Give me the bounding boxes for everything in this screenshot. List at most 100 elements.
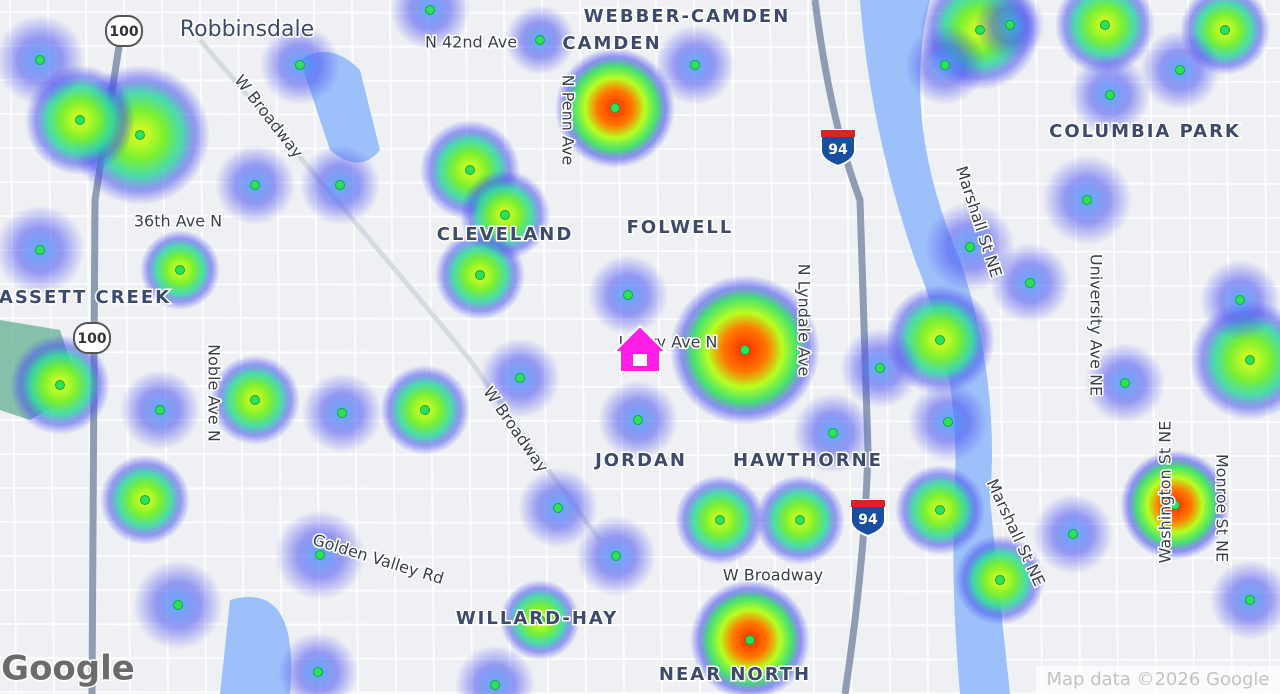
heat-point — [475, 270, 485, 280]
heat-point — [295, 60, 305, 70]
heat-point — [465, 165, 475, 175]
heat-point — [745, 635, 755, 645]
heat-point — [965, 242, 975, 252]
pond — [220, 597, 292, 694]
shield-number: 94 — [828, 142, 848, 158]
street — [237, 0, 245, 694]
heat-point — [1175, 65, 1185, 75]
heat-point — [553, 503, 563, 513]
street — [275, 0, 283, 694]
heat-point — [175, 265, 185, 275]
heat-point — [1245, 595, 1255, 605]
place-label: WILLARD-HAY — [456, 608, 618, 629]
home-window — [633, 354, 647, 366]
road-label: N Penn Ave — [559, 75, 578, 166]
road-label: University Ave NE — [1087, 254, 1106, 396]
heat-point — [425, 5, 435, 15]
place-label: HAWTHORNE — [733, 450, 883, 471]
shield-shape — [820, 129, 856, 168]
heat-point — [995, 575, 1005, 585]
heat-point — [1105, 90, 1115, 100]
heat-point — [1245, 355, 1255, 365]
place-label: Robbinsdale — [180, 17, 314, 42]
shield-number: 100 — [77, 331, 106, 347]
heat-point — [155, 405, 165, 415]
heat-point — [1005, 20, 1015, 30]
heat-point — [420, 405, 430, 415]
heat-point — [1120, 378, 1130, 388]
highway-shield: 100 — [73, 322, 111, 354]
heat-point — [140, 495, 150, 505]
heat-point — [75, 115, 85, 125]
heat-point — [35, 55, 45, 65]
heat-point — [1235, 295, 1245, 305]
place-label: WEBBER-CAMDEN — [584, 6, 791, 27]
road-label: N Lyndale Ave — [795, 264, 814, 377]
heat-blob — [455, 645, 535, 694]
heat-point — [610, 103, 620, 113]
home-icon — [611, 324, 669, 373]
heat-blob — [1055, 0, 1155, 75]
heat-point — [35, 245, 45, 255]
heat-point — [173, 600, 183, 610]
shield-top — [821, 130, 855, 137]
heat-point — [715, 515, 725, 525]
shield-shape — [850, 499, 886, 538]
heat-point — [335, 180, 345, 190]
place-label: JORDAN — [593, 450, 687, 471]
heat-point — [337, 408, 347, 418]
heat-point — [1082, 195, 1092, 205]
heat-point — [935, 505, 945, 515]
heat-point — [611, 551, 621, 561]
heat-point — [500, 210, 510, 220]
shield-shape — [73, 322, 111, 354]
road-label: N 42nd Ave — [425, 33, 517, 52]
street — [389, 0, 397, 694]
shield-number: 100 — [109, 24, 138, 40]
street — [0, 487, 1280, 491]
heat-point — [940, 60, 950, 70]
attribution-bg — [1036, 666, 1280, 694]
heat-point — [795, 515, 805, 525]
heat-point — [1025, 278, 1035, 288]
place-label: COLUMBIA PARK — [1049, 121, 1241, 142]
heat-point — [1068, 529, 1078, 539]
heat-point — [535, 615, 545, 625]
heat-point — [250, 180, 260, 190]
shield-top — [851, 500, 885, 507]
heat-point — [250, 395, 260, 405]
highway-shield: 94 — [820, 129, 856, 168]
heat-point — [828, 428, 838, 438]
heat-point — [943, 417, 953, 427]
road-label: Monroe St NE — [1213, 454, 1232, 562]
heat-point — [515, 373, 525, 383]
heat-point — [623, 290, 633, 300]
place-label: CAMDEN — [562, 33, 661, 54]
heat-point — [1220, 25, 1230, 35]
heat-point — [1100, 20, 1110, 30]
highway-shield: 94 — [850, 499, 886, 538]
heat-point — [740, 345, 750, 355]
home-marker[interactable] — [611, 324, 669, 373]
heat-point — [55, 380, 65, 390]
heat-point — [315, 550, 325, 560]
shield-number: 94 — [858, 512, 878, 528]
heat-point — [535, 35, 545, 45]
heat-point — [975, 25, 985, 35]
highway-shield: 100 — [105, 15, 143, 47]
road-label: Noble Ave N — [205, 344, 224, 442]
heat-point — [875, 363, 885, 373]
heat-point — [935, 335, 945, 345]
heat-blob — [278, 632, 358, 694]
google-logo: Google — [1, 649, 135, 689]
place-label: NEAR NORTH — [659, 664, 811, 685]
heat-point — [633, 415, 643, 425]
road-label: W Broadway — [723, 566, 823, 585]
heat-blob — [390, 0, 470, 50]
heat-point — [135, 130, 145, 140]
street — [0, 657, 1280, 661]
road-label: 36th Ave N — [134, 212, 222, 231]
heat-point — [690, 60, 700, 70]
